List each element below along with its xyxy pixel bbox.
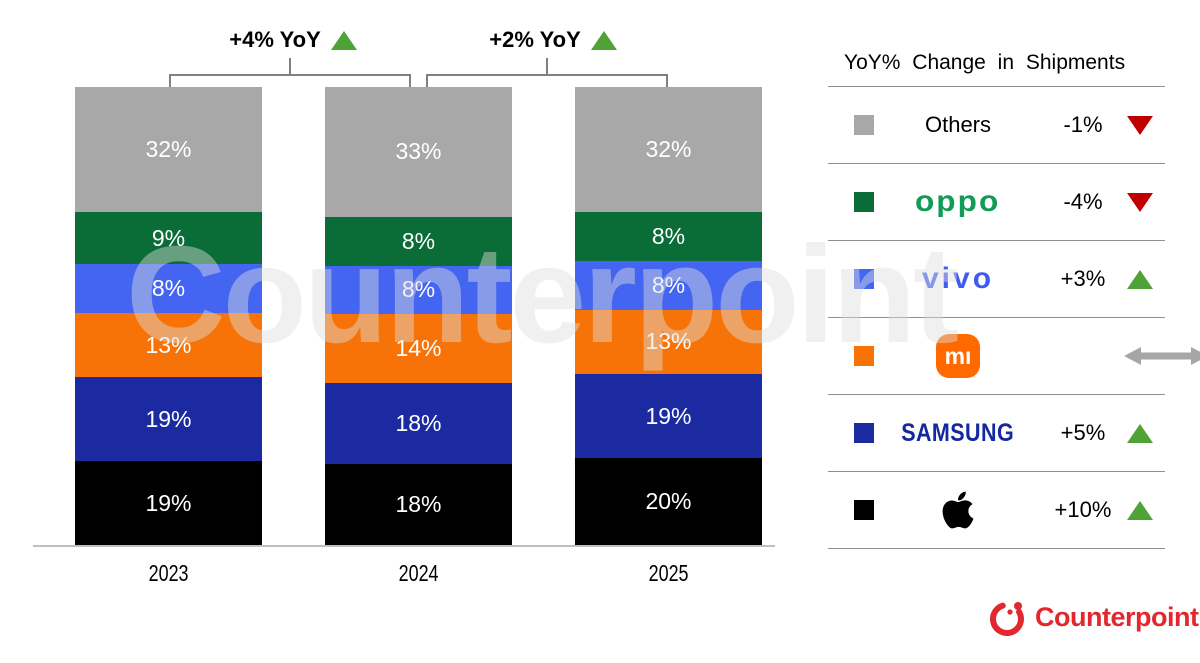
- segment-value-label: 8%: [401, 227, 436, 254]
- apple-change: +10%: [1054, 497, 1112, 522]
- oppo-change: -4%: [1063, 189, 1103, 214]
- x-axis-label-2024: 2024: [399, 560, 439, 586]
- segment-value-label: 18%: [395, 409, 442, 436]
- up-triangle-icon: [330, 30, 357, 50]
- legend-row-samsung: SAMSUNG +5%: [828, 394, 1165, 471]
- yoy-growth-label-2023-2024: +4% YoY: [178, 27, 408, 53]
- xiaomi-swatch: [854, 346, 874, 366]
- down-triangle-icon: [1127, 115, 1153, 135]
- segment-value-label: 8%: [651, 223, 686, 250]
- yoy-bracket-lines: [169, 58, 668, 87]
- segment-value-label: 14%: [395, 335, 442, 362]
- legend-row-oppo: oppo -4%: [828, 163, 1165, 240]
- counterpoint-brand-text: Counterpoint: [1035, 601, 1199, 632]
- bar-segment-apple: 18%: [325, 463, 512, 546]
- apple-swatch: [854, 500, 874, 520]
- others-change: -1%: [1063, 112, 1103, 137]
- legend-row-vivo: vivo +3%: [828, 240, 1165, 317]
- samsung-logo: SAMSUNG: [901, 418, 1015, 447]
- vivo-swatch: [854, 269, 874, 289]
- segment-value-label: 19%: [145, 405, 192, 432]
- segment-value-label: 8%: [151, 275, 186, 301]
- yoy-growth-text: +4% YoY: [229, 27, 321, 52]
- bar-segment-vivo: 8%: [575, 261, 762, 310]
- bar-segment-others: 32%: [75, 87, 262, 213]
- segment-value-label: 19%: [145, 489, 192, 516]
- vivo-logo: vivo: [921, 262, 995, 295]
- others-swatch: [854, 115, 874, 135]
- legend-panel: YoY% Change in Shipments Others -1% oppo…: [828, 40, 1200, 549]
- bar-segment-oppo: 8%: [575, 212, 762, 261]
- segment-value-label: 33%: [395, 138, 442, 165]
- bar-segment-others: 32%: [575, 87, 762, 213]
- segment-value-label: 9%: [151, 224, 186, 251]
- bar-segment-oppo: 9%: [75, 212, 262, 265]
- others-label: Others: [924, 112, 992, 137]
- x-axis-line: [33, 545, 775, 547]
- counterpoint-mark-icon: [990, 602, 1024, 636]
- stacked-bar-2024: 33% 8% 8% 14% 18% 18%: [325, 87, 512, 546]
- oppo-logo: oppo: [915, 185, 1001, 218]
- bar-segment-vivo: 8%: [325, 265, 512, 315]
- samsung-change: +5%: [1060, 420, 1106, 445]
- stacked-bar-2025: 32% 8% 8% 13% 19% 20%: [575, 87, 762, 545]
- legend-title: YoY% Change in Shipments: [844, 51, 1126, 74]
- bar-segment-samsung: 19%: [75, 377, 262, 462]
- segment-value-label: 13%: [645, 328, 692, 355]
- legend-row-others: Others -1%: [828, 86, 1165, 163]
- up-triangle-icon: [590, 30, 617, 50]
- xiaomi-mi-logo: mı: [936, 334, 980, 378]
- bar-segment-xiaomi: 13%: [75, 312, 262, 378]
- samsung-swatch: [854, 423, 874, 443]
- vivo-change: +3%: [1060, 266, 1106, 291]
- segment-value-label: 32%: [145, 136, 192, 163]
- segment-value-label: 20%: [645, 487, 692, 514]
- yoy-growth-label-2024-2025: +2% YoY: [438, 27, 668, 53]
- bar-segment-xiaomi: 13%: [575, 309, 762, 375]
- legend-row-apple: +10%: [828, 471, 1165, 549]
- bar-segment-samsung: 19%: [575, 374, 762, 458]
- flat-double-arrow-icon: [1124, 347, 1200, 365]
- bar-segment-samsung: 18%: [325, 382, 512, 464]
- segment-value-label: 8%: [651, 271, 686, 298]
- bar-segment-vivo: 8%: [75, 264, 262, 313]
- legend-row-xiaomi: mı: [828, 317, 1200, 394]
- up-triangle-icon: [1127, 269, 1153, 289]
- bar-segment-oppo: 8%: [325, 216, 512, 266]
- counterpoint-logo: Counterpoint: [988, 596, 1199, 638]
- x-axis-label-2023: 2023: [149, 560, 189, 586]
- x-axis-label-2025: 2025: [649, 560, 689, 586]
- segment-value-label: 8%: [401, 276, 436, 303]
- bar-segment-apple: 20%: [575, 457, 762, 545]
- segment-value-label: 32%: [645, 136, 692, 163]
- yoy-growth-text: +2% YoY: [489, 27, 581, 52]
- oppo-swatch: [854, 192, 874, 212]
- bar-segment-others: 33%: [325, 87, 512, 217]
- apple-logo-icon: [942, 491, 974, 529]
- stacked-bar-2023: 32% 9% 8% 13% 19% 19%: [75, 87, 262, 545]
- bar-segment-apple: 19%: [75, 461, 262, 545]
- up-triangle-icon: [1127, 423, 1153, 443]
- segment-value-label: 18%: [395, 490, 442, 517]
- segment-value-label: 19%: [645, 402, 692, 429]
- down-triangle-icon: [1127, 192, 1153, 212]
- up-triangle-icon: [1127, 500, 1153, 520]
- segment-value-label: 13%: [145, 331, 192, 358]
- bar-segment-xiaomi: 14%: [325, 314, 512, 383]
